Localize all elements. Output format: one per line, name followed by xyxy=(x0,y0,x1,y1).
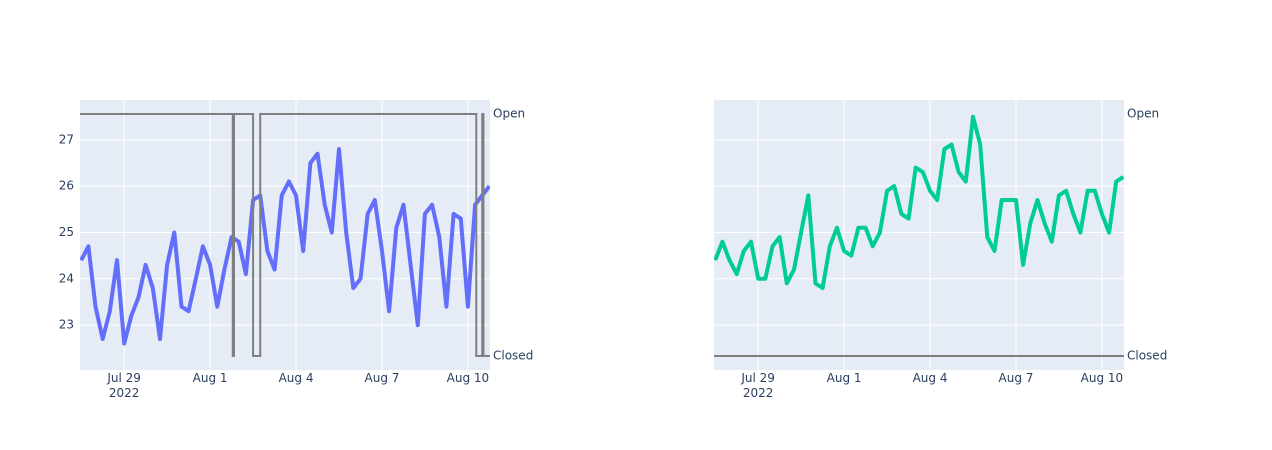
plot-background xyxy=(80,100,490,370)
x-tick-label: Aug 1 xyxy=(192,371,228,385)
x-tick-label: Aug 1 xyxy=(826,371,862,385)
y-tick-label: 25 xyxy=(59,225,74,239)
y-tick-label: 23 xyxy=(59,318,74,332)
y2-tick-label: Closed xyxy=(1127,348,1167,362)
y2-tick-label: Open xyxy=(493,107,525,121)
x-tick-label: Aug 7 xyxy=(364,371,400,385)
x-tick-label: Aug 10 xyxy=(1080,371,1124,385)
series-group xyxy=(714,114,1124,357)
x-tick-label: Aug 4 xyxy=(912,371,948,385)
line xyxy=(714,114,1124,290)
y-tick-label: 27 xyxy=(59,132,74,146)
y2-tick-label: Open xyxy=(1127,107,1159,121)
plot-background xyxy=(714,100,1124,370)
y-tick-label: 26 xyxy=(59,179,74,193)
x-tick-label: Jul 29 2022 xyxy=(107,371,141,400)
y2-tick-label: Closed xyxy=(493,348,533,362)
x-tick-label: Aug 10 xyxy=(446,371,490,385)
x-tick-label: Jul 29 2022 xyxy=(741,371,775,400)
x-tick-label: Aug 7 xyxy=(998,371,1034,385)
x-tick-label: Aug 4 xyxy=(278,371,314,385)
y-tick-label: 24 xyxy=(59,271,74,285)
line xyxy=(80,147,490,346)
series-group xyxy=(80,113,490,357)
